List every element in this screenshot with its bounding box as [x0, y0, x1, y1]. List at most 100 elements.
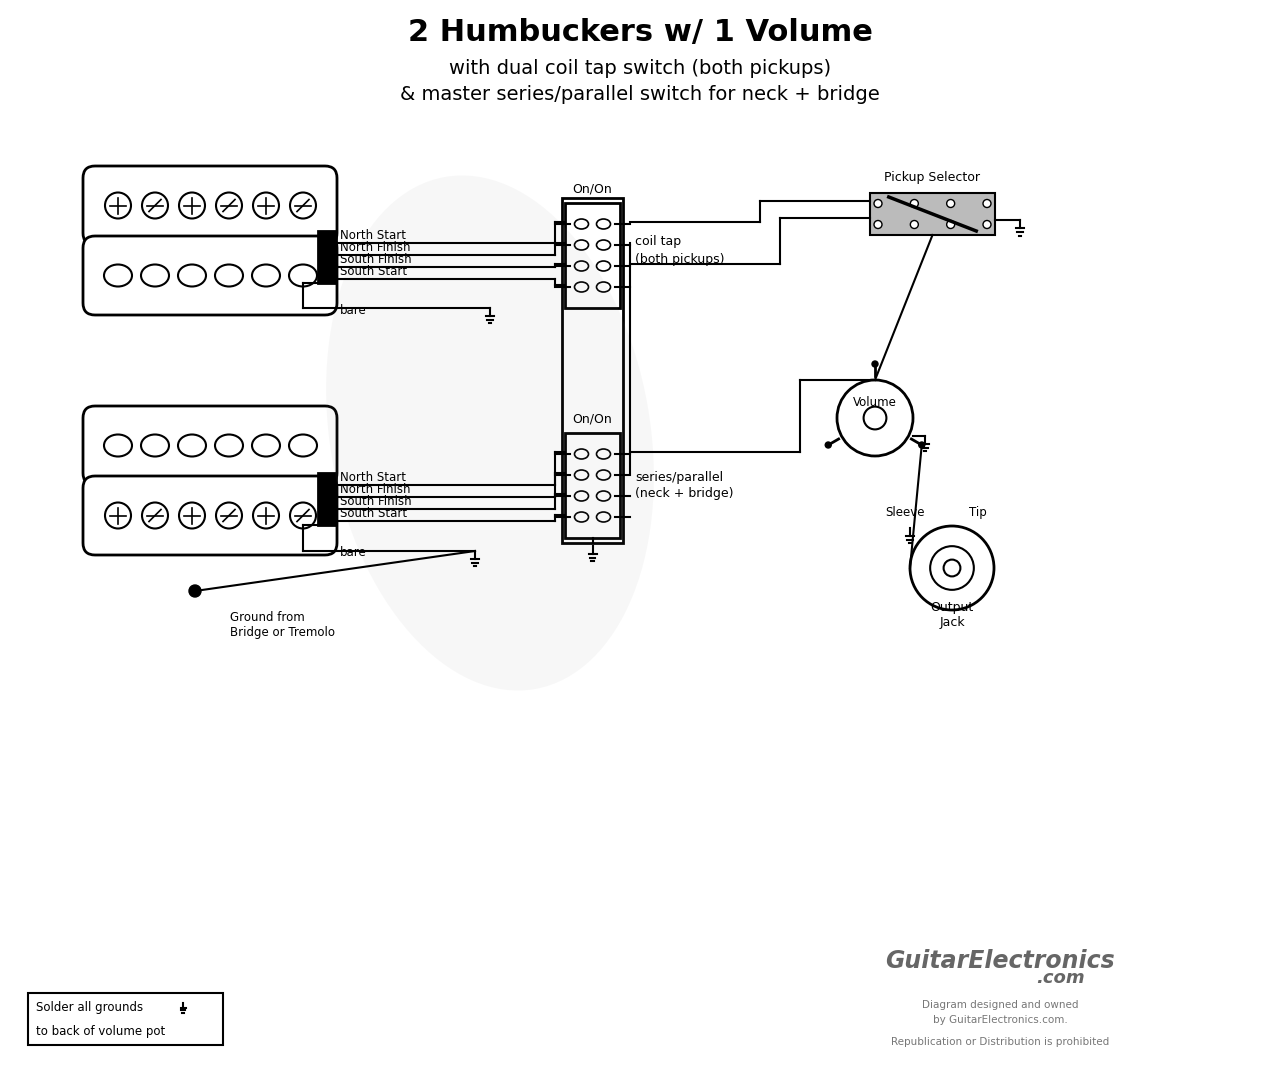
- Text: by GuitarElectronics.com.: by GuitarElectronics.com.: [933, 1015, 1068, 1025]
- Ellipse shape: [596, 282, 611, 292]
- Text: bare: bare: [340, 303, 367, 316]
- Circle shape: [291, 193, 316, 219]
- Text: 2 Humbuckers w/ 1 Volume: 2 Humbuckers w/ 1 Volume: [407, 18, 873, 48]
- Text: with dual coil tap switch (both pickups): with dual coil tap switch (both pickups): [449, 58, 831, 78]
- Circle shape: [943, 560, 960, 576]
- Text: .com: .com: [1036, 969, 1084, 987]
- Ellipse shape: [575, 512, 589, 522]
- Ellipse shape: [141, 264, 169, 287]
- Ellipse shape: [575, 491, 589, 501]
- Text: Sleeve: Sleeve: [886, 506, 924, 519]
- Text: South Start: South Start: [340, 507, 407, 520]
- Circle shape: [910, 526, 995, 610]
- Ellipse shape: [596, 219, 611, 229]
- Text: North Start: North Start: [340, 229, 406, 242]
- Text: bare: bare: [340, 547, 367, 560]
- Circle shape: [253, 193, 279, 219]
- Circle shape: [253, 503, 279, 529]
- Text: North Finish: North Finish: [340, 242, 411, 255]
- Circle shape: [872, 361, 878, 367]
- FancyBboxPatch shape: [83, 236, 337, 315]
- Ellipse shape: [575, 282, 589, 292]
- Ellipse shape: [326, 175, 654, 691]
- Text: coil tap: coil tap: [635, 235, 681, 248]
- Circle shape: [142, 503, 168, 529]
- Circle shape: [105, 503, 131, 529]
- Ellipse shape: [575, 449, 589, 459]
- Circle shape: [931, 546, 974, 590]
- Ellipse shape: [178, 434, 206, 457]
- Circle shape: [179, 503, 205, 529]
- Bar: [564, 203, 620, 308]
- Circle shape: [910, 221, 918, 229]
- Text: GuitarElectronics: GuitarElectronics: [886, 949, 1115, 973]
- FancyBboxPatch shape: [83, 477, 337, 554]
- Text: & master series/parallel switch for neck + bridge: & master series/parallel switch for neck…: [401, 86, 879, 104]
- Text: Pickup Selector: Pickup Selector: [884, 171, 980, 184]
- Ellipse shape: [596, 470, 611, 480]
- Ellipse shape: [104, 434, 132, 457]
- Bar: [562, 198, 623, 543]
- Ellipse shape: [252, 264, 280, 287]
- Circle shape: [179, 193, 205, 219]
- Ellipse shape: [575, 261, 589, 271]
- Text: to back of volume pot: to back of volume pot: [36, 1025, 165, 1038]
- Ellipse shape: [215, 264, 243, 287]
- Ellipse shape: [141, 434, 169, 457]
- Text: North Start: North Start: [340, 471, 406, 484]
- Ellipse shape: [596, 240, 611, 250]
- Text: South Start: South Start: [340, 265, 407, 278]
- Text: On/On: On/On: [572, 413, 612, 426]
- Bar: [317, 473, 335, 525]
- Circle shape: [216, 503, 242, 529]
- Ellipse shape: [575, 219, 589, 229]
- Circle shape: [189, 585, 201, 597]
- Circle shape: [983, 199, 991, 208]
- Ellipse shape: [289, 264, 317, 287]
- Text: Ground from
Bridge or Tremolo: Ground from Bridge or Tremolo: [230, 611, 335, 639]
- Ellipse shape: [596, 491, 611, 501]
- Bar: [870, 193, 995, 235]
- Ellipse shape: [596, 261, 611, 271]
- Text: (both pickups): (both pickups): [635, 253, 724, 266]
- Circle shape: [874, 199, 882, 208]
- Text: (neck + bridge): (neck + bridge): [635, 487, 733, 500]
- Circle shape: [216, 193, 242, 219]
- Text: Republication or Distribution is prohibited: Republication or Distribution is prohibi…: [891, 1038, 1110, 1047]
- Bar: [317, 231, 335, 283]
- Text: On/On: On/On: [572, 183, 612, 196]
- Ellipse shape: [215, 434, 243, 457]
- Ellipse shape: [104, 264, 132, 287]
- Bar: [564, 433, 620, 538]
- Ellipse shape: [178, 264, 206, 287]
- Ellipse shape: [575, 470, 589, 480]
- Text: Tip: Tip: [969, 506, 987, 519]
- Ellipse shape: [575, 240, 589, 250]
- Text: North Finish: North Finish: [340, 483, 411, 496]
- Ellipse shape: [596, 512, 611, 522]
- Circle shape: [874, 221, 882, 229]
- Circle shape: [910, 199, 918, 208]
- Circle shape: [947, 199, 955, 208]
- Ellipse shape: [289, 434, 317, 457]
- Text: South Finish: South Finish: [340, 253, 412, 266]
- Text: Diagram designed and owned: Diagram designed and owned: [922, 1000, 1078, 1010]
- Circle shape: [291, 503, 316, 529]
- Text: series/parallel: series/parallel: [635, 470, 723, 483]
- FancyBboxPatch shape: [83, 406, 337, 485]
- Circle shape: [837, 380, 913, 456]
- Circle shape: [947, 221, 955, 229]
- Circle shape: [919, 442, 924, 448]
- Text: Volume: Volume: [852, 396, 897, 409]
- Circle shape: [864, 406, 886, 429]
- Text: South Finish: South Finish: [340, 495, 412, 508]
- Text: Solder all grounds: Solder all grounds: [36, 1001, 143, 1014]
- FancyBboxPatch shape: [83, 166, 337, 245]
- Ellipse shape: [596, 449, 611, 459]
- Circle shape: [983, 221, 991, 229]
- Text: Output
Jack: Output Jack: [931, 601, 974, 629]
- Circle shape: [826, 442, 831, 448]
- Bar: [28, 993, 223, 1045]
- Circle shape: [105, 193, 131, 219]
- Circle shape: [142, 193, 168, 219]
